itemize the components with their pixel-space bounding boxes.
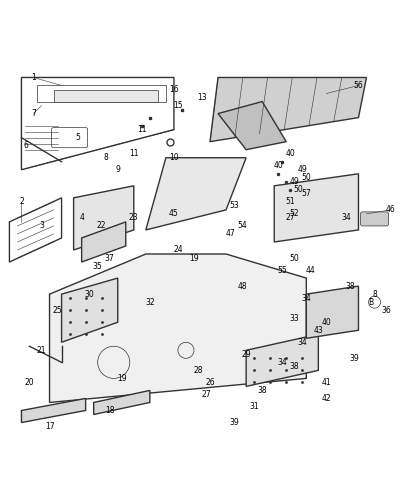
FancyBboxPatch shape: [360, 212, 389, 226]
Text: 50: 50: [289, 254, 299, 262]
Text: 38: 38: [290, 362, 299, 371]
Text: 26: 26: [205, 378, 215, 387]
Text: 10: 10: [169, 153, 179, 162]
Text: 34: 34: [341, 214, 351, 222]
Text: 17: 17: [45, 422, 55, 431]
Text: 3: 3: [39, 222, 44, 230]
Text: 54: 54: [237, 222, 247, 230]
Text: 49: 49: [297, 166, 307, 174]
Text: 42: 42: [322, 394, 331, 403]
Text: 43: 43: [314, 326, 323, 334]
Text: 45: 45: [169, 210, 179, 218]
Text: 19: 19: [189, 254, 199, 262]
Text: 8: 8: [372, 290, 377, 298]
Text: 2: 2: [19, 198, 24, 206]
Text: 47: 47: [225, 230, 235, 238]
Text: 27: 27: [201, 390, 211, 399]
Text: 32: 32: [145, 298, 155, 306]
Polygon shape: [274, 174, 358, 242]
Text: 5: 5: [75, 133, 80, 142]
Text: 48: 48: [237, 282, 247, 290]
Polygon shape: [21, 398, 86, 422]
Polygon shape: [306, 286, 358, 339]
Text: 55: 55: [278, 266, 287, 274]
Text: 21: 21: [37, 346, 46, 355]
Text: 51: 51: [286, 198, 295, 206]
Text: 4: 4: [79, 214, 84, 222]
Text: 33: 33: [289, 314, 299, 322]
Text: 49: 49: [289, 178, 299, 186]
Text: 27: 27: [286, 214, 295, 222]
Polygon shape: [61, 278, 118, 342]
Text: 13: 13: [197, 93, 207, 102]
Text: B: B: [368, 298, 373, 306]
Polygon shape: [82, 222, 126, 262]
Polygon shape: [54, 90, 158, 102]
Text: 38: 38: [346, 282, 355, 290]
Text: 37: 37: [105, 254, 115, 262]
Text: 29: 29: [241, 350, 251, 359]
Text: 22: 22: [97, 222, 106, 230]
Text: 30: 30: [85, 290, 95, 298]
Text: 50: 50: [301, 174, 311, 182]
Text: 41: 41: [322, 378, 331, 387]
Text: 35: 35: [93, 262, 103, 270]
Text: 46: 46: [386, 206, 396, 214]
Text: 11: 11: [129, 149, 139, 158]
Text: 40: 40: [274, 161, 283, 170]
Text: 50: 50: [293, 186, 303, 194]
Polygon shape: [94, 390, 150, 414]
Text: 28: 28: [193, 366, 203, 375]
Text: 36: 36: [382, 306, 391, 314]
Text: 56: 56: [354, 81, 363, 90]
Text: 1: 1: [31, 73, 36, 82]
Text: 25: 25: [53, 306, 62, 314]
Polygon shape: [246, 334, 318, 386]
Text: 57: 57: [301, 190, 311, 198]
Text: 18: 18: [105, 406, 114, 415]
Text: 40: 40: [285, 149, 295, 158]
Text: 19: 19: [117, 374, 126, 383]
Polygon shape: [74, 186, 134, 250]
Text: 24: 24: [173, 246, 183, 254]
Text: 31: 31: [249, 402, 259, 411]
Text: 52: 52: [290, 210, 299, 218]
Text: 20: 20: [25, 378, 34, 387]
Text: 6: 6: [23, 141, 28, 150]
Text: 11: 11: [137, 125, 147, 134]
Polygon shape: [146, 158, 246, 230]
Text: 44: 44: [305, 266, 315, 274]
Text: 34: 34: [301, 294, 311, 302]
Text: 40: 40: [322, 318, 331, 326]
Text: 16: 16: [169, 85, 179, 94]
Polygon shape: [50, 254, 306, 402]
Text: 9: 9: [115, 166, 120, 174]
Text: 8: 8: [103, 153, 108, 162]
Text: 23: 23: [129, 214, 139, 222]
Text: 39: 39: [229, 418, 239, 427]
Text: 34: 34: [297, 338, 307, 347]
Text: 7: 7: [31, 109, 36, 118]
Text: 38: 38: [257, 386, 267, 395]
Text: 34: 34: [278, 358, 287, 367]
Polygon shape: [210, 78, 366, 142]
Polygon shape: [218, 102, 286, 150]
Text: 53: 53: [229, 202, 239, 210]
Text: 39: 39: [349, 354, 359, 363]
Text: 15: 15: [173, 101, 183, 110]
